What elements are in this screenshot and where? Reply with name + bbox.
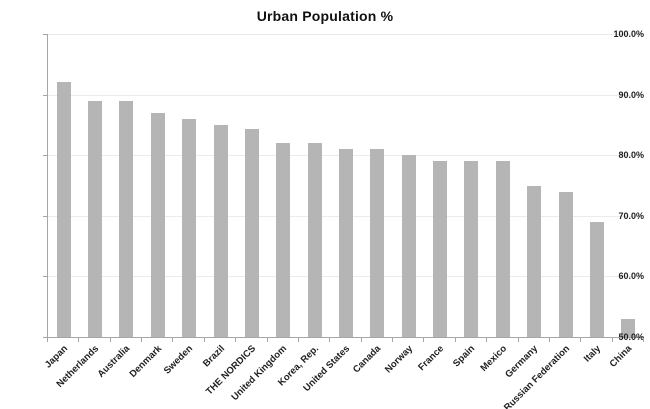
- bar-the-nordics: [244, 129, 259, 337]
- x-tick-mark-8: [297, 338, 299, 342]
- y-tick-label-80: 80.0%: [618, 150, 644, 161]
- x-tick-mark-7: [266, 338, 268, 342]
- bar-germany: [527, 185, 542, 337]
- bar-italy: [589, 221, 604, 337]
- x-tick-mark-10: [360, 338, 362, 342]
- bar-canada: [370, 149, 385, 337]
- x-tick-mark-3: [141, 338, 143, 342]
- y-tick-label-60: 60.0%: [618, 271, 644, 282]
- bar-brazil: [213, 124, 228, 337]
- x-tick-mark-0: [47, 338, 48, 342]
- gridline-100: [48, 34, 644, 35]
- y-tick-mark-100: [43, 34, 47, 35]
- x-tick-mark-17: [580, 338, 582, 342]
- bar-norway: [401, 155, 416, 337]
- bar-spain: [464, 161, 479, 337]
- x-tick-mark-2: [109, 338, 111, 342]
- x-tick-mark-11: [392, 338, 394, 342]
- x-tick-mark-18: [611, 338, 613, 342]
- bar-australia: [119, 100, 134, 337]
- y-tick-label-70: 70.0%: [618, 210, 644, 221]
- x-tick-mark-1: [78, 338, 80, 342]
- gridline-90: [48, 94, 644, 96]
- bar-france: [433, 161, 448, 337]
- y-tick-label-50: 50.0%: [618, 332, 644, 342]
- bar-sweden: [182, 118, 197, 337]
- x-tick-mark-14: [486, 338, 488, 342]
- y-tick-label-100: 100.0%: [613, 29, 644, 39]
- x-tick-mark-9: [329, 338, 331, 342]
- y-tick-mark-80: [43, 155, 47, 157]
- bar-japan: [56, 82, 71, 337]
- bar-china: [621, 318, 636, 337]
- y-tick-mark-50: [43, 337, 47, 338]
- x-tick-mark-12: [423, 338, 425, 342]
- bar-korea-rep: [307, 143, 322, 337]
- y-tick-mark-70: [43, 215, 47, 217]
- bar-denmark: [150, 112, 165, 337]
- chart-title: Urban Population %: [256, 8, 394, 24]
- bar-united-kingdom: [276, 143, 291, 337]
- plot-area: [47, 34, 644, 338]
- y-tick-label-90: 90.0%: [618, 89, 644, 100]
- bar-russian-federation: [558, 191, 573, 337]
- bar-mexico: [495, 161, 510, 337]
- bar-united-states: [339, 149, 353, 337]
- x-tick-mark-4: [172, 338, 174, 342]
- x-tick-mark-13: [454, 338, 456, 342]
- y-tick-mark-60: [43, 276, 47, 278]
- x-tick-mark-6: [235, 338, 237, 342]
- x-tick-mark-15: [517, 338, 519, 342]
- x-tick-mark-19: [643, 338, 644, 342]
- y-tick-mark-90: [43, 94, 47, 96]
- x-tick-mark-5: [203, 338, 205, 342]
- bar-netherlands: [88, 100, 103, 337]
- x-tick-mark-16: [548, 338, 550, 342]
